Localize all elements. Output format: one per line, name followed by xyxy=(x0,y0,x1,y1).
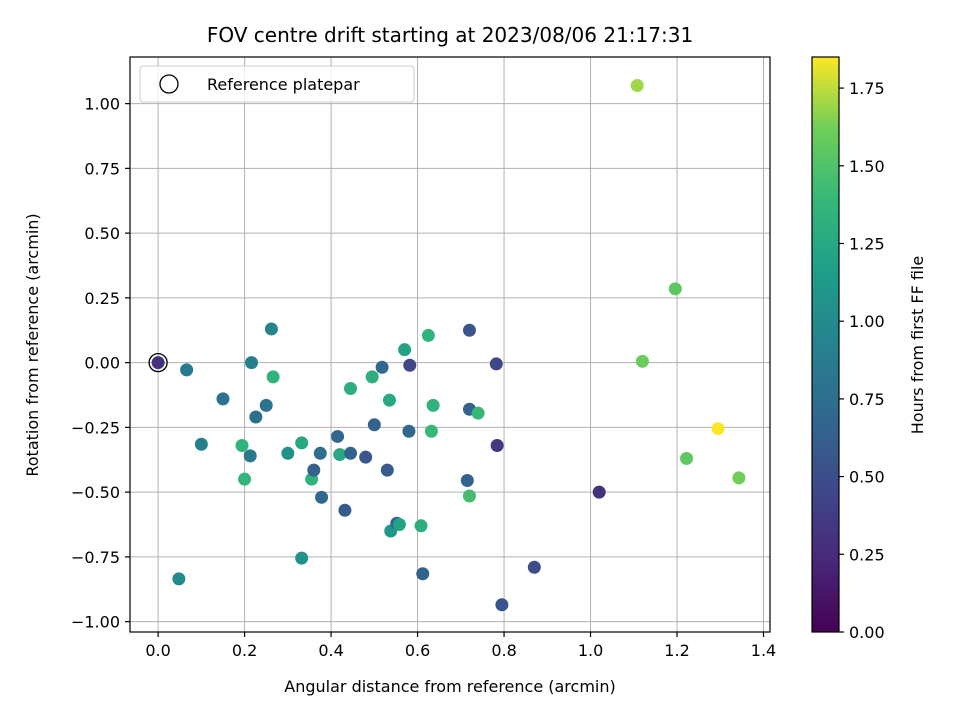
data-point xyxy=(243,449,257,463)
colorbar: 0.00 0.25 0.50 0.75 1.00 1.25 1.50 1.75 Hours f… xyxy=(811,56,927,642)
data-point xyxy=(264,322,278,336)
colorbar-ticks: 0.00 0.25 0.50 0.75 1.00 1.25 1.50 1.75 xyxy=(839,79,885,642)
legend-label: Reference platepar xyxy=(207,75,360,94)
data-point xyxy=(403,358,417,372)
data-point xyxy=(365,370,379,384)
data-point xyxy=(630,78,644,92)
y-tick-label: 1.00 xyxy=(84,95,120,114)
y-axis-ticks: 1.00 0.75 0.50 0.25 0.00 −0.25 −0.50 −0.75 −1.00 xyxy=(71,95,130,632)
data-point xyxy=(392,518,406,532)
data-point xyxy=(216,392,230,406)
colorbar-tick-label: 1.25 xyxy=(849,234,885,253)
data-point xyxy=(680,451,694,465)
y-axis-label: Rotation from reference (arcmin) xyxy=(23,213,42,476)
colorbar-tick-label: 0.00 xyxy=(849,623,885,642)
data-point xyxy=(462,489,476,503)
y-tick-label: 0.50 xyxy=(84,224,120,243)
data-point xyxy=(333,448,347,462)
legend: Reference platepar xyxy=(139,65,415,103)
y-tick-label: −0.75 xyxy=(71,548,120,567)
data-point xyxy=(313,446,327,460)
data-point xyxy=(281,446,295,460)
data-point xyxy=(711,422,725,436)
data-point xyxy=(489,357,503,371)
data-point xyxy=(238,472,252,486)
x-axis-label: Angular distance from reference (arcmin) xyxy=(284,677,615,696)
data-point xyxy=(249,410,263,424)
y-tick-label: −0.50 xyxy=(71,483,120,502)
data-point xyxy=(375,360,389,374)
colorbar-gradient xyxy=(811,56,840,633)
data-point xyxy=(402,424,416,438)
data-point xyxy=(414,519,428,533)
data-point xyxy=(426,398,440,412)
x-tick-label: 1.4 xyxy=(751,641,776,660)
y-tick-label: 0.25 xyxy=(84,289,120,308)
data-point xyxy=(462,323,476,337)
data-point xyxy=(382,393,396,407)
data-point xyxy=(668,282,682,296)
grid-lines xyxy=(130,57,770,632)
colorbar-tick-label: 1.50 xyxy=(849,157,885,176)
data-point xyxy=(194,437,208,451)
y-tick-label: 0.75 xyxy=(84,159,120,178)
data-point xyxy=(338,503,352,517)
chart-title: FOV centre drift starting at 2023/08/06 … xyxy=(207,23,693,47)
x-tick-label: 0.0 xyxy=(145,641,170,660)
x-tick-label: 1.2 xyxy=(664,641,689,660)
colorbar-tick-label: 1.75 xyxy=(849,79,885,98)
legend-box xyxy=(139,65,415,103)
plot-frame xyxy=(129,56,771,633)
colorbar-tick-label: 0.25 xyxy=(849,545,885,564)
colorbar-tick-label: 0.75 xyxy=(849,390,885,409)
data-point xyxy=(331,429,345,443)
y-tick-label: −0.25 xyxy=(71,418,120,437)
x-tick-label: 0.6 xyxy=(405,641,430,660)
data-point xyxy=(235,439,249,453)
data-point xyxy=(471,406,485,420)
data-point xyxy=(359,450,373,464)
data-point xyxy=(295,551,309,565)
data-point xyxy=(245,356,259,370)
data-point xyxy=(592,485,606,499)
legend-reference-marker xyxy=(159,74,179,94)
x-tick-label: 0.4 xyxy=(318,641,343,660)
data-point xyxy=(344,382,358,396)
data-point xyxy=(495,598,509,612)
data-points xyxy=(148,78,746,612)
data-point xyxy=(307,463,321,477)
colorbar-tick-label: 0.50 xyxy=(849,468,885,487)
data-point xyxy=(460,473,474,487)
data-point xyxy=(416,567,430,581)
data-point xyxy=(295,436,309,450)
data-point xyxy=(527,560,541,574)
x-tick-label: 0.2 xyxy=(232,641,257,660)
data-point xyxy=(151,356,165,370)
reference-platepar-marker xyxy=(148,352,168,373)
data-point xyxy=(259,398,273,412)
y-tick-label: 0.00 xyxy=(84,354,120,373)
x-axis-ticks: 0.0 0.2 0.4 0.6 0.8 1.0 1.2 1.4 xyxy=(145,632,776,660)
data-point xyxy=(398,343,412,357)
colorbar-label: Hours from first FF file xyxy=(908,256,927,435)
x-tick-label: 0.8 xyxy=(491,641,516,660)
colorbar-tick-label: 1.00 xyxy=(849,312,885,331)
data-point xyxy=(180,363,194,377)
data-point xyxy=(367,418,381,432)
y-tick-label: −1.00 xyxy=(71,613,120,632)
data-point xyxy=(266,370,280,384)
data-point xyxy=(344,446,358,460)
data-point xyxy=(380,463,394,477)
data-point xyxy=(424,424,438,438)
data-point xyxy=(732,471,746,485)
x-tick-label: 1.0 xyxy=(578,641,603,660)
data-point xyxy=(315,490,329,504)
data-point xyxy=(421,328,435,342)
data-point xyxy=(490,439,504,453)
data-point xyxy=(635,354,649,368)
data-point xyxy=(172,572,186,586)
